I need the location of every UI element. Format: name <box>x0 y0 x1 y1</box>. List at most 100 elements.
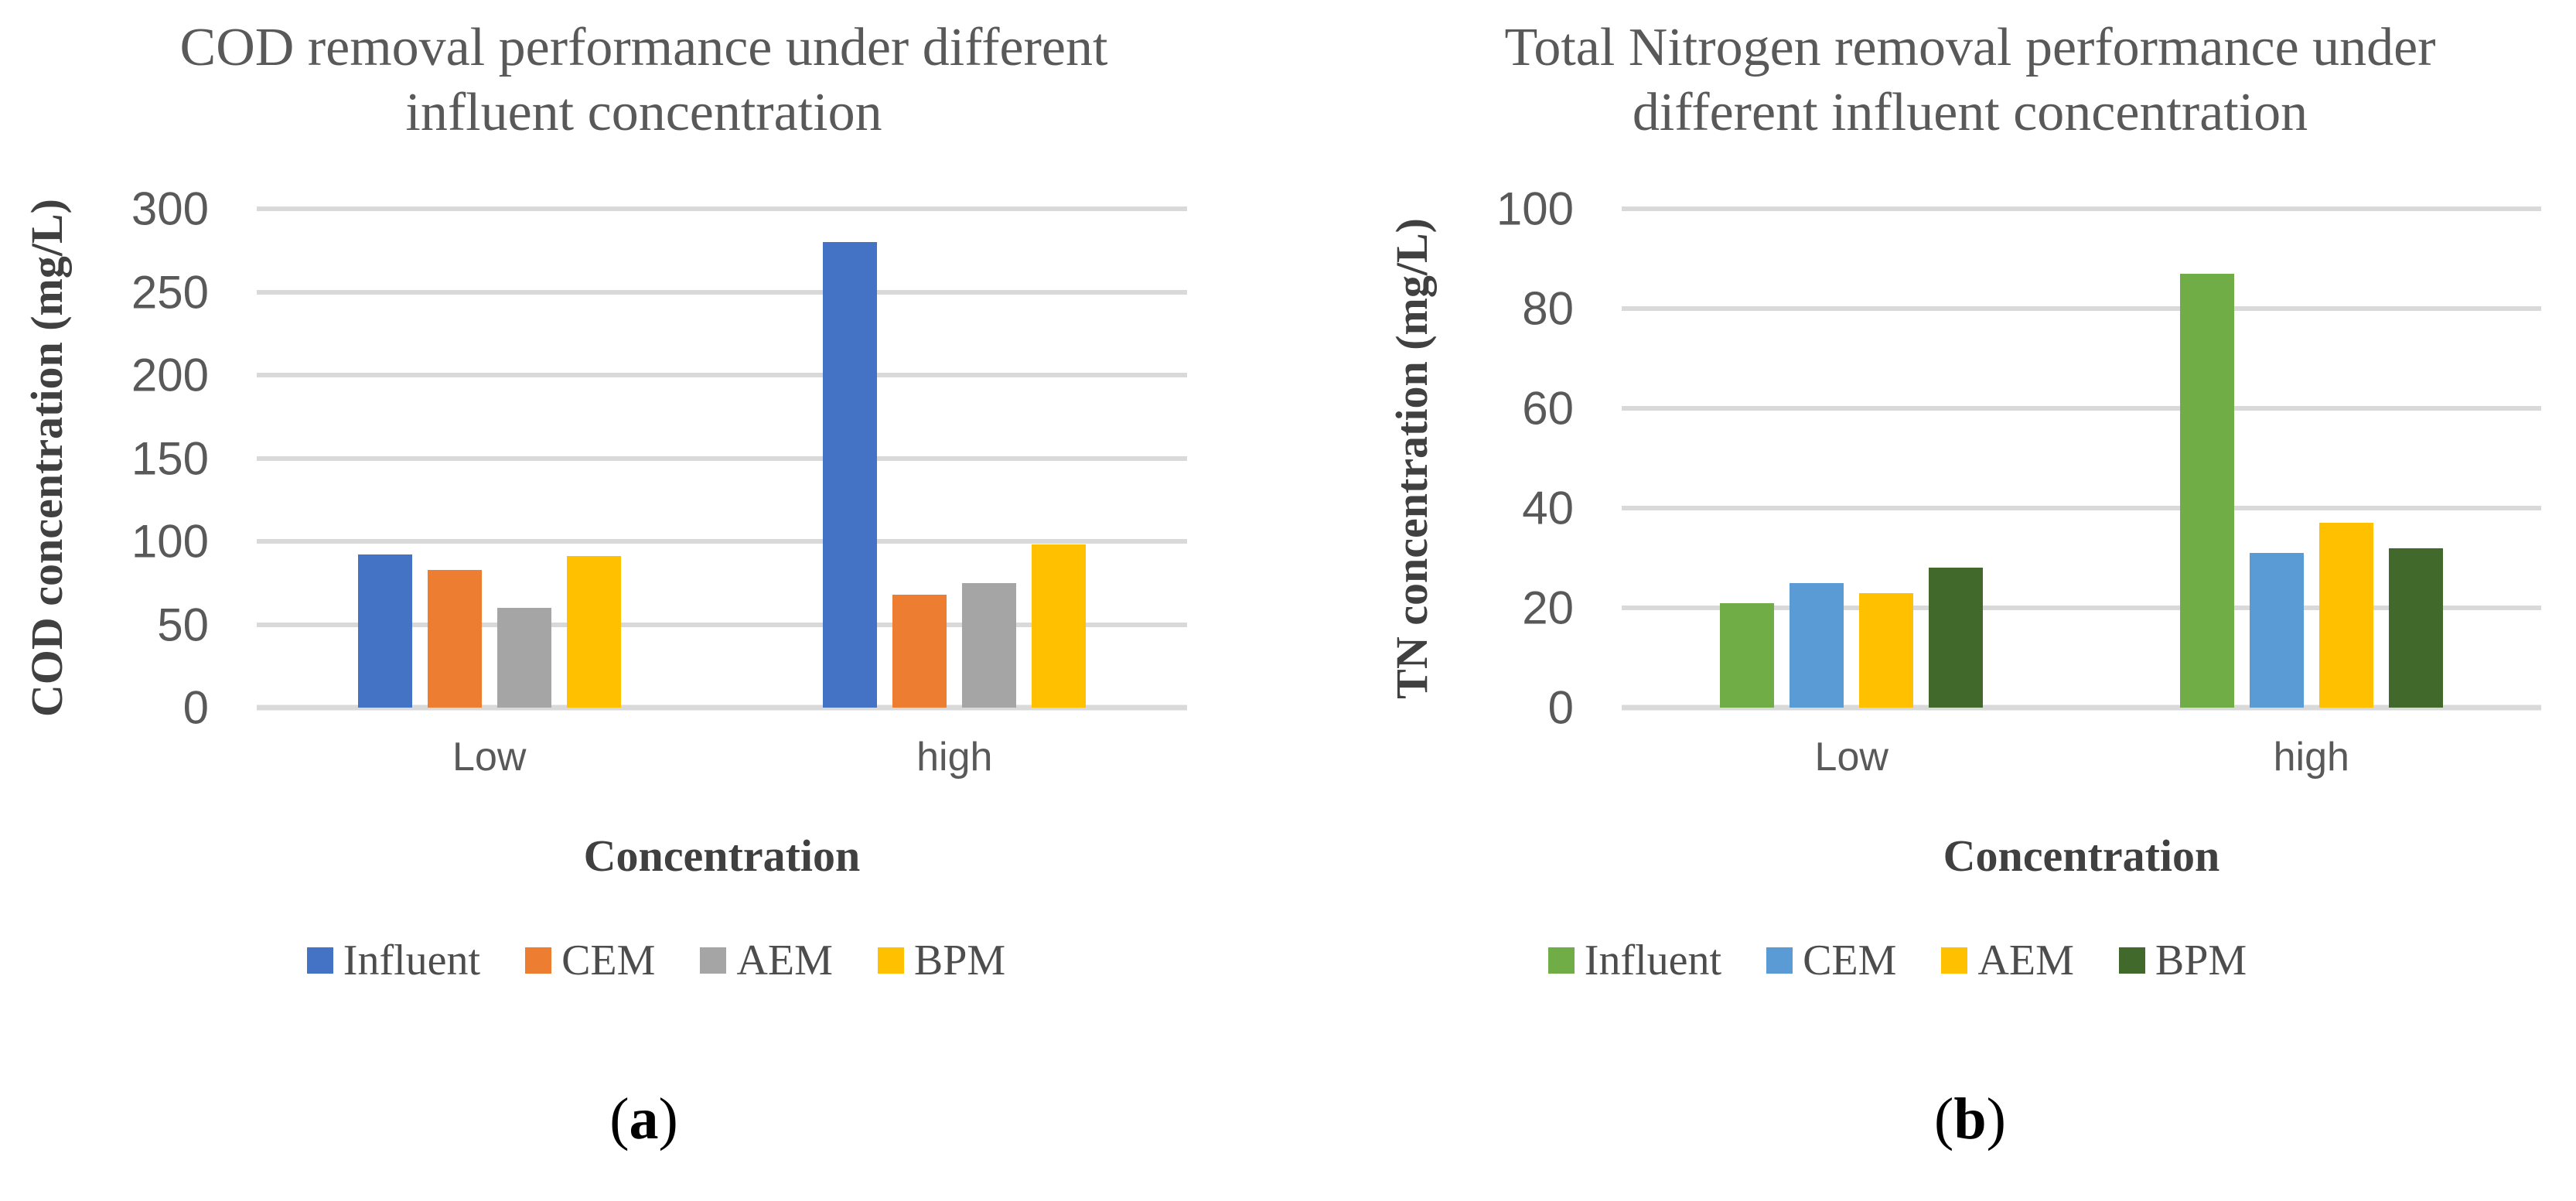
panel-label-paren: ) <box>658 1087 678 1152</box>
bar-aem-high <box>962 582 1017 708</box>
plot-area <box>1622 206 2541 711</box>
gridline <box>1622 306 2541 311</box>
y-tick-label: 40 <box>1522 482 1574 534</box>
legend-swatch-influent <box>1547 947 1575 974</box>
legend-item-cem: CEM <box>525 936 655 985</box>
y-axis-title-column: TN concentration (mg/L) <box>1365 209 1458 708</box>
tn-chart-title: Total Nitrogen removal performance under… <box>1365 15 2575 145</box>
legend-label: CEM <box>561 937 656 984</box>
chart-title-line: influent concentration <box>405 83 882 142</box>
legend: Influent CEM AEM BPM <box>141 936 1172 985</box>
y-tick-label: 20 <box>1522 582 1574 634</box>
y-tick-label: 80 <box>1522 282 1574 335</box>
x-category-label-low: Low <box>452 735 527 780</box>
plot-stack: Low high Concentration Influent CEM AEM BPM <box>1547 206 2575 985</box>
legend-item-bpm: BPM <box>2118 936 2247 985</box>
legend-item-influent: Influent <box>1547 936 1721 985</box>
legend-label: BPM <box>2155 937 2247 984</box>
panel-label-paren: ( <box>609 1087 629 1152</box>
cod-chart-panel: COD removal performance under different … <box>0 15 1288 1153</box>
bar-influent-high <box>2179 273 2234 708</box>
bar-group-low <box>1622 209 2082 708</box>
cod-chart-title: COD removal performance under different … <box>0 15 1288 145</box>
gridline <box>257 622 1187 627</box>
bar-aem-low <box>496 608 551 708</box>
panel-label-paren: ) <box>1986 1087 2006 1152</box>
y-axis-title: TN concentration (mg/L) <box>1386 217 1437 699</box>
bar-group-high <box>722 209 1188 708</box>
plot-stack: Low high Concentration Influent CEM AEM BPM <box>257 206 1288 985</box>
panel-label-letter: b <box>1953 1087 1987 1152</box>
legend-label: CEM <box>1803 937 1897 984</box>
gridline <box>257 455 1187 461</box>
legend-label: BPM <box>913 937 1006 984</box>
panel-label-b: (b) <box>1365 1086 2575 1153</box>
bar-cem-high <box>2249 553 2304 708</box>
x-category-label-low: Low <box>1814 735 1888 780</box>
y-tick-label: 150 <box>131 432 209 484</box>
gridline <box>257 539 1187 544</box>
legend-label: Influent <box>343 937 481 984</box>
bar-group-low <box>257 209 722 708</box>
legend-swatch-cem <box>525 947 552 974</box>
legend-swatch-bpm <box>2118 947 2145 974</box>
gridline <box>257 373 1187 377</box>
panel-label-letter: a <box>629 1087 659 1152</box>
legend-label: AEM <box>1977 937 2074 984</box>
chart-body: COD concentration (mg/L) 0 50 100 150 200 250… <box>0 183 1288 985</box>
y-axis-title-column: COD concentration (mg/L) <box>0 199 93 717</box>
bar-aem-high <box>2318 523 2373 708</box>
bar-aem-low <box>1859 592 1914 708</box>
gridline <box>1622 406 2541 411</box>
y-tick-labels: 0 20 40 60 80 100 <box>1458 183 1574 734</box>
bar-groups <box>257 209 1187 708</box>
y-tick-label: 0 <box>1547 681 1574 734</box>
legend-swatch-influent <box>306 947 333 974</box>
bar-group-high <box>2082 209 2542 708</box>
bar-influent-low <box>357 554 412 708</box>
x-category-label-high: high <box>916 735 993 780</box>
legend-swatch-cem <box>1766 947 1793 974</box>
y-tick-label: 50 <box>157 599 209 650</box>
chart-title-line: different influent concentration <box>1632 83 2308 142</box>
chart-title-line: COD removal performance under different <box>179 18 1108 77</box>
legend-item-cem: CEM <box>1766 936 1896 985</box>
bar-influent-low <box>1720 602 1775 708</box>
legend-swatch-bpm <box>877 947 904 974</box>
y-tick-label: 300 <box>131 183 209 235</box>
gridline <box>1622 206 2541 211</box>
legend: Influent CEM AEM BPM <box>1421 936 2374 985</box>
y-tick-label: 200 <box>131 349 209 401</box>
chart-title-line: Total Nitrogen removal performance under <box>1504 18 2436 77</box>
y-tick-label: 60 <box>1522 382 1574 435</box>
bar-cem-low <box>427 569 482 708</box>
legend-item-bpm: BPM <box>877 936 1006 985</box>
x-axis-baseline <box>1622 705 2541 711</box>
chart-body: TN concentration (mg/L) 0 20 40 60 80 100 Low… <box>1365 183 2575 985</box>
bar-influent-high <box>823 242 878 708</box>
y-axis-title: COD concentration (mg/L) <box>21 199 72 718</box>
gridline <box>1622 606 2541 610</box>
x-axis-title: Concentration <box>1943 831 2220 881</box>
x-category-labels: Low high <box>1622 734 2541 780</box>
x-axis-baseline <box>257 705 1187 711</box>
bar-bpm-high <box>2388 548 2443 708</box>
legend-item-influent: Influent <box>306 936 481 985</box>
legend-label: AEM <box>736 937 833 984</box>
legend-swatch-aem <box>700 947 727 974</box>
y-tick-label: 0 <box>183 681 209 734</box>
y-tick-label: 250 <box>131 266 209 318</box>
y-tick-labels: 0 50 100 150 200 250 300 <box>93 183 209 734</box>
x-axis-title: Concentration <box>583 831 861 881</box>
gridline <box>257 289 1187 295</box>
bar-cem-high <box>892 594 947 708</box>
bar-bpm-low <box>566 556 621 708</box>
panel-label-paren: ( <box>1934 1087 1954 1152</box>
panel-label-a: (a) <box>0 1086 1288 1153</box>
plot-area <box>257 206 1187 711</box>
gridline <box>1622 506 2541 510</box>
legend-swatch-aem <box>1941 947 1968 974</box>
bar-groups <box>1622 209 2541 708</box>
bar-bpm-high <box>1032 544 1087 708</box>
